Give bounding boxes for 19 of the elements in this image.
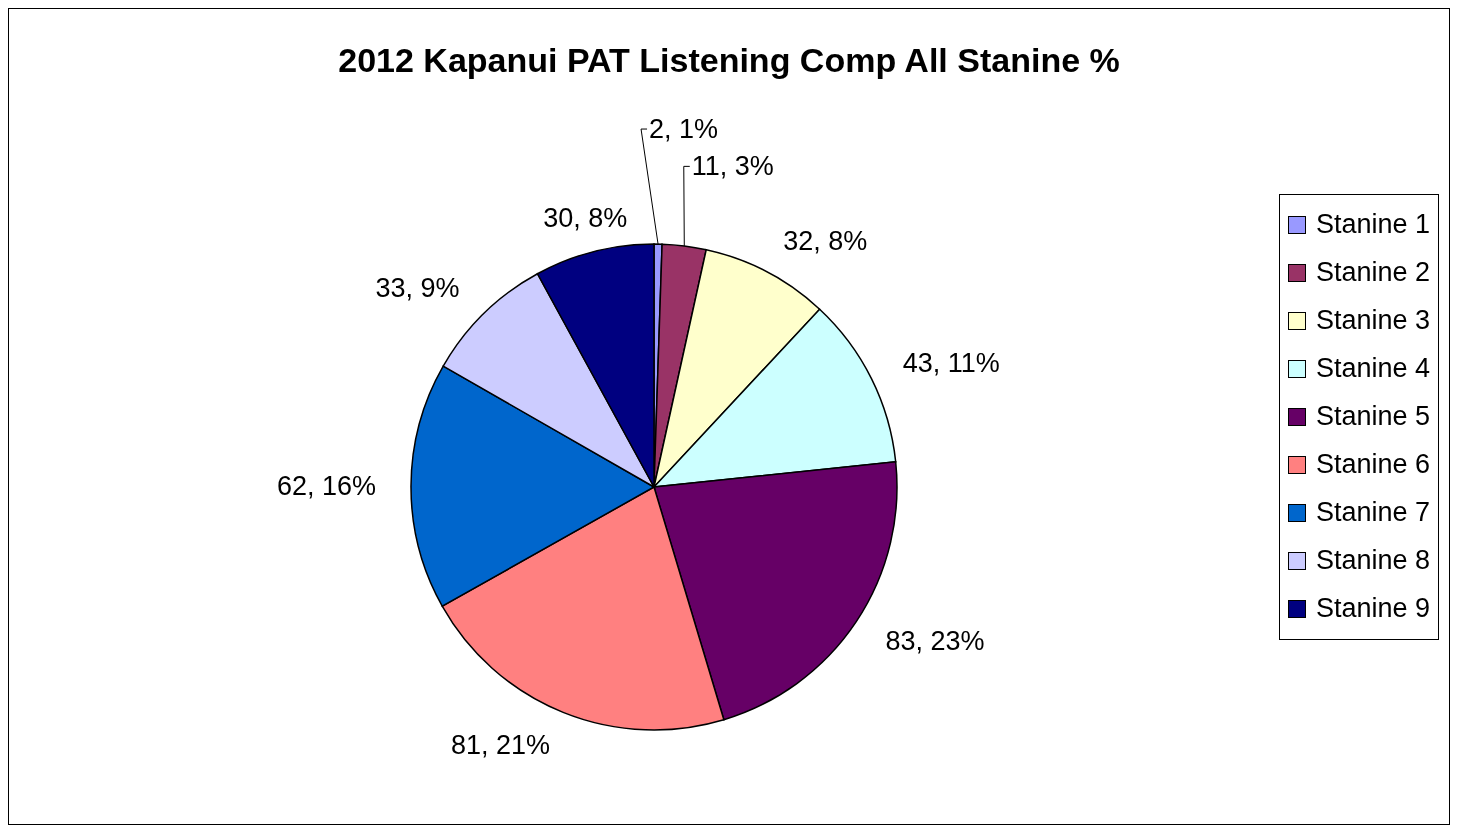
legend-label: Stanine 7 <box>1315 497 1430 528</box>
data-label: 11, 3% <box>691 151 774 182</box>
data-label: 43, 11% <box>902 347 1000 378</box>
data-label: 30, 8% <box>543 202 628 233</box>
data-label: 33, 9% <box>375 273 460 304</box>
data-label: 83, 23% <box>885 626 985 657</box>
chart-title: 2012 Kapanui PAT Listening Comp All Stanine % <box>337 41 1121 80</box>
data-label: 81, 21% <box>450 729 551 760</box>
data-label: 62, 16% <box>276 470 376 501</box>
legend-label: Stanine 5 <box>1315 401 1430 432</box>
legend-label: Stanine 9 <box>1315 593 1430 624</box>
legend-label: Stanine 8 <box>1315 545 1430 576</box>
legend-label: Stanine 6 <box>1315 449 1430 480</box>
legend-label: Stanine 4 <box>1315 353 1430 384</box>
legend-label: Stanine 2 <box>1315 257 1430 288</box>
data-label: 2, 1% <box>649 114 719 145</box>
data-label: 32, 8% <box>783 225 868 256</box>
legend-label: Stanine 1 <box>1315 209 1430 240</box>
legend-label: Stanine 3 <box>1315 305 1430 336</box>
